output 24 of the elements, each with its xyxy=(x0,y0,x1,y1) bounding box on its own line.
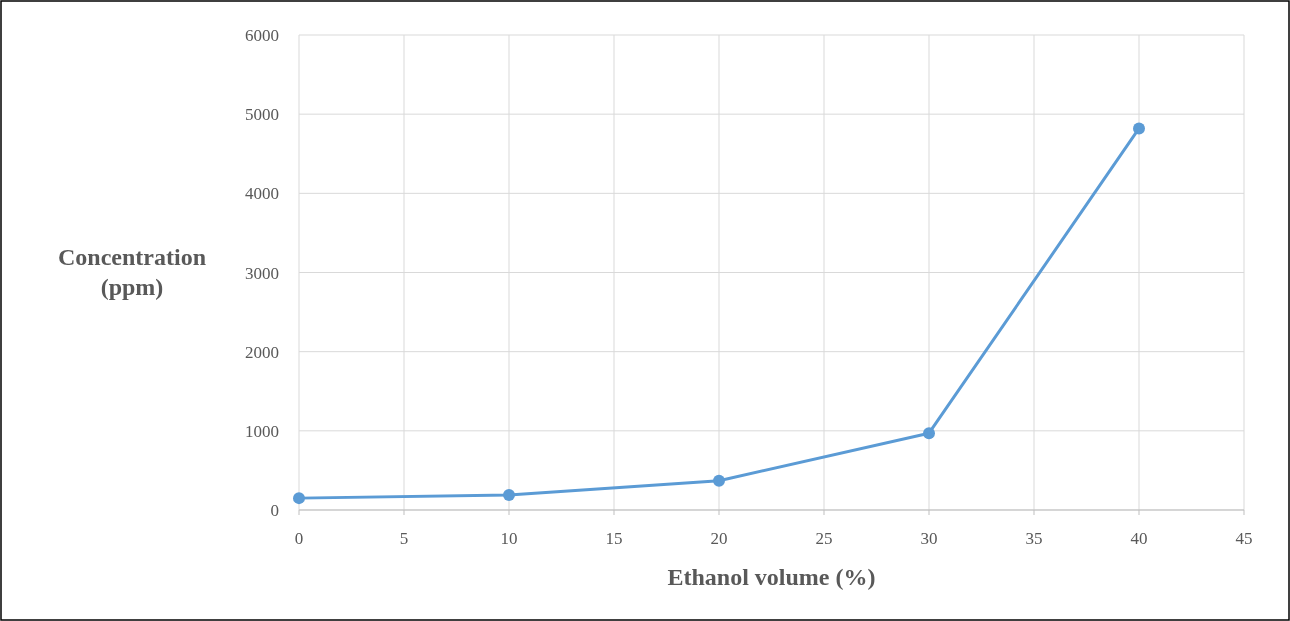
point xyxy=(1133,122,1145,135)
y-tick-label: 1000 xyxy=(245,421,279,441)
x-tick-label: 45 xyxy=(1235,529,1253,548)
y-tick-label: 4000 xyxy=(245,184,279,204)
y-tick-label: 2000 xyxy=(245,342,279,362)
x-tick-label: 20 xyxy=(710,529,728,548)
x-tick-label: 35 xyxy=(1025,529,1043,548)
y-tick-label: 5000 xyxy=(245,105,279,125)
point xyxy=(923,427,935,440)
x-tick-label: 40 xyxy=(1130,529,1148,548)
y-tick-label: 6000 xyxy=(245,26,279,45)
point xyxy=(293,492,305,505)
x-tick-label: 15 xyxy=(605,529,623,548)
x-axis-title: Ethanol volume (%) xyxy=(667,564,876,590)
y-tick-label: 0 xyxy=(270,501,279,520)
x-tick-label: 30 xyxy=(920,529,938,548)
x-tick-label: 10 xyxy=(500,529,518,548)
point xyxy=(713,474,725,487)
x-tick-label: 25 xyxy=(815,529,833,548)
y-axis-title: Concentration (ppm) xyxy=(58,244,206,300)
x-tick-label: 5 xyxy=(399,529,409,548)
point xyxy=(503,488,515,501)
y-tick-label: 3000 xyxy=(245,263,279,283)
x-tick-label: 0 xyxy=(294,529,304,548)
